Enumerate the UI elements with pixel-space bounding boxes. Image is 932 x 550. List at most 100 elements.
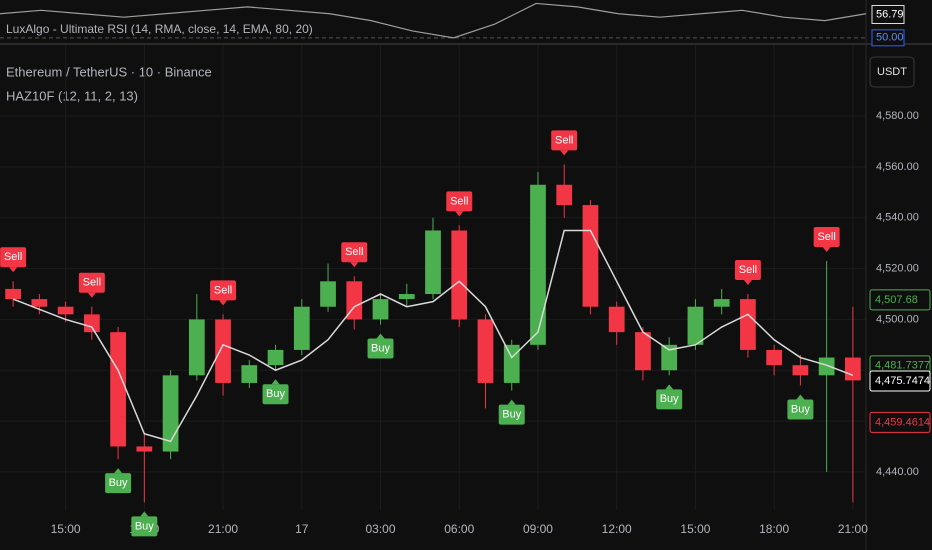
signal-label: Buy (791, 403, 810, 415)
candle-body (740, 299, 756, 350)
candle-body (136, 446, 153, 452)
smooth-line (12, 229, 854, 443)
candle-body (713, 299, 730, 307)
signal-box (498, 404, 525, 425)
signal-label: Sell (83, 277, 101, 289)
signal-box (446, 191, 473, 212)
price-label: 4,481.7377 (875, 360, 930, 372)
candle-body (372, 299, 389, 320)
x-tick-label: 06:00 (444, 522, 474, 536)
candle-body (661, 344, 678, 371)
signal-box (787, 399, 814, 420)
x-tick-label: 21:00 (208, 522, 238, 536)
x-tick-label: 12:00 (602, 522, 632, 536)
y-tick-label: 4,500.00 (876, 313, 919, 325)
signal-label: Sell (345, 246, 363, 258)
x-tick-label: 09:00 (523, 522, 553, 536)
candle-body (503, 344, 520, 383)
candle-body (83, 314, 100, 333)
candle-body (162, 375, 179, 452)
y-tick-label: 4,560.00 (876, 161, 919, 173)
rsi-title: LuxAlgo - Ultimate RSI (14, RMA, close, … (6, 22, 313, 36)
signal-box (367, 338, 394, 359)
rsi-last-label: 56.79 (876, 8, 904, 20)
signal-label: Buy (371, 342, 390, 354)
candle-body (451, 230, 468, 320)
rsi-line (0, 2, 867, 39)
signal-box (105, 473, 132, 494)
x-tick-label: 18:00 (759, 522, 789, 536)
signal-label: Sell (817, 231, 835, 243)
signal-pointer (455, 211, 464, 217)
signal-pointer (114, 468, 123, 474)
candle-body (556, 184, 573, 206)
signal-pointer (87, 292, 96, 298)
candle-body (293, 306, 310, 350)
signal-label: Buy (135, 520, 154, 532)
price-label: 4,507.68 (875, 294, 918, 306)
signal-box (0, 247, 27, 268)
x-tick-label: 15:00 (51, 522, 81, 536)
signal-pointer (9, 267, 18, 273)
price-label-box (869, 289, 931, 311)
candle-body (31, 299, 48, 307)
signal-label: Buy (502, 408, 521, 420)
signal-label: Sell (450, 195, 468, 207)
signal-label: Sell (4, 251, 22, 263)
y-tick-label: 4,520.00 (876, 263, 919, 275)
y-tick-label: 4,580.00 (876, 110, 919, 122)
rsi-level-label: 50.00 (876, 32, 904, 44)
x-tick-label: 15:00 (680, 522, 710, 536)
candle-body (215, 319, 231, 383)
indicator-title: HAZ10F (12, 11, 2, 13) (6, 88, 138, 103)
chart-title: Ethereum / TetherUS · 10 · Binance (6, 64, 212, 79)
signal-label: Buy (266, 388, 285, 400)
signal-pointer (140, 511, 149, 517)
signal-pointer (796, 394, 805, 400)
signal-box (734, 260, 761, 281)
signal-pointer (350, 262, 359, 268)
signal-box (78, 272, 105, 293)
signal-pointer (560, 150, 569, 156)
signal-label: Buy (109, 477, 128, 489)
signal-pointer (743, 280, 752, 286)
signal-label: Sell (214, 284, 232, 296)
signal-box (210, 280, 237, 301)
candle-body (267, 349, 284, 366)
currency-button[interactable] (869, 56, 915, 88)
signal-box (341, 242, 368, 263)
signal-box (262, 384, 289, 405)
signal-box (131, 516, 158, 537)
signal-pointer (271, 379, 280, 385)
signal-box (656, 389, 683, 410)
y-tick-label: 4,440.00 (876, 466, 919, 478)
candle-body (57, 306, 74, 315)
currency-button-label[interactable]: USDT (877, 66, 907, 78)
candle-body (398, 294, 415, 300)
candle-body (845, 357, 861, 381)
candle-body (687, 306, 704, 345)
rsi-level-box (871, 29, 905, 47)
x-tick-label: 21:00 (838, 522, 868, 536)
candle-body (766, 349, 783, 366)
signal-pointer (376, 333, 385, 339)
signal-pointer (665, 384, 674, 390)
signal-label: Sell (555, 134, 573, 146)
signal-pointer (507, 399, 516, 405)
candle-body (582, 205, 599, 307)
signal-pointer (219, 300, 228, 306)
y-tick-label: 4,540.00 (876, 212, 919, 224)
signal-label: Buy (660, 393, 679, 405)
candle-body (110, 332, 126, 447)
candle-body (188, 319, 205, 376)
signal-pointer (822, 246, 831, 252)
candle-body (530, 184, 546, 345)
candle-body (477, 319, 494, 383)
candle-body (792, 365, 809, 376)
candle-body (635, 332, 651, 371)
candle-body (608, 306, 625, 333)
x-tick-label: 17 (295, 522, 309, 536)
rsi-last-box (871, 4, 905, 24)
